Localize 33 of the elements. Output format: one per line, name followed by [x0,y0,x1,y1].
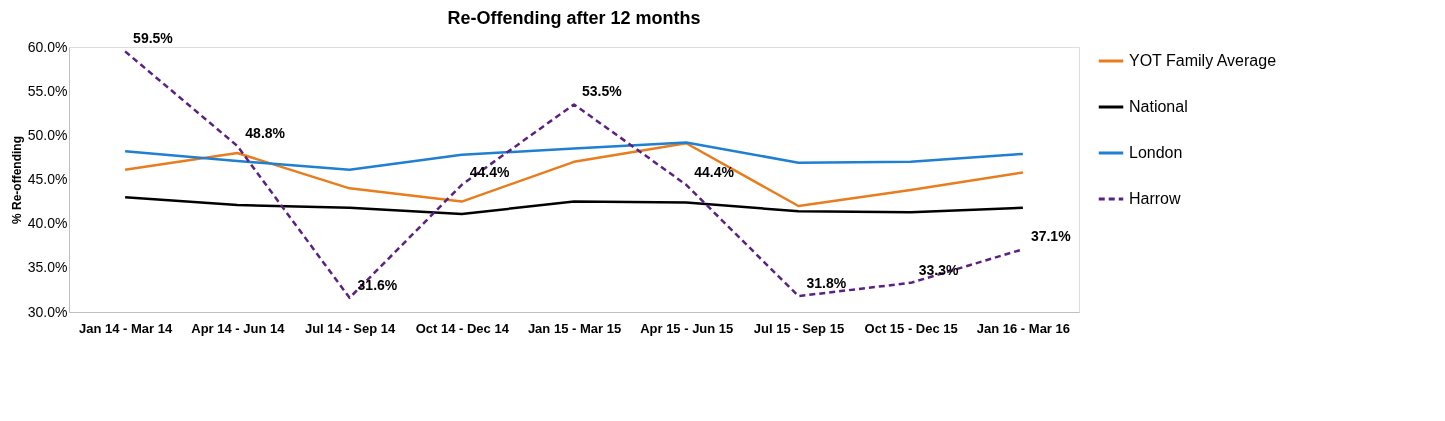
legend-label: YOT Family Average [1129,52,1277,69]
data-label: 33.3% [918,261,959,278]
data-label: 44.4% [469,163,511,180]
y-tick-label: 45.0% [27,171,68,187]
data-label: 53.5% [582,83,623,100]
x-tick-label: Jan 15 - Mar 15 [527,320,622,336]
data-label: 59.5% [133,30,174,47]
legend-label: National [1129,98,1188,115]
y-tick-label: 40.0% [27,215,68,232]
y-tick-label: 30.0% [27,303,68,320]
legend-label: London [1129,144,1183,161]
x-tick-label: Jan 16 - Mar 16 [976,320,1070,336]
x-tick-label: Apr 14 - Jun 14 [191,320,286,336]
y-tick-label: 60.0% [27,38,68,55]
data-label: 37.1% [1030,228,1072,245]
data-label: 48.8% [245,124,286,141]
data-label: 31.8% [806,275,847,292]
data-label: 44.4% [694,163,735,180]
y-tick-label: 50.0% [27,126,68,143]
line-series [123,142,1025,208]
line-series [123,195,1025,216]
y-tick-label: 35.0% [27,259,68,276]
y-axis-title: % Re-offending [9,136,24,224]
x-tick-label: Jul 15 - Sep 15 [753,320,845,336]
legend-label: Harrow [1129,190,1182,207]
chart-title: Re-Offending after 12 months [447,8,701,29]
x-tick-label: Oct 14 - Dec 14 [415,320,510,336]
data-label: 31.6% [357,276,398,293]
x-tick-label: Apr 15 - Jun 15 [640,320,734,336]
x-tick-label: Jan 14 - Mar 14 [79,320,173,336]
x-tick-label: Jul 14 - Sep 14 [304,320,396,336]
y-tick-label: 55.0% [27,82,68,99]
x-tick-label: Oct 15 - Dec 15 [864,320,958,336]
